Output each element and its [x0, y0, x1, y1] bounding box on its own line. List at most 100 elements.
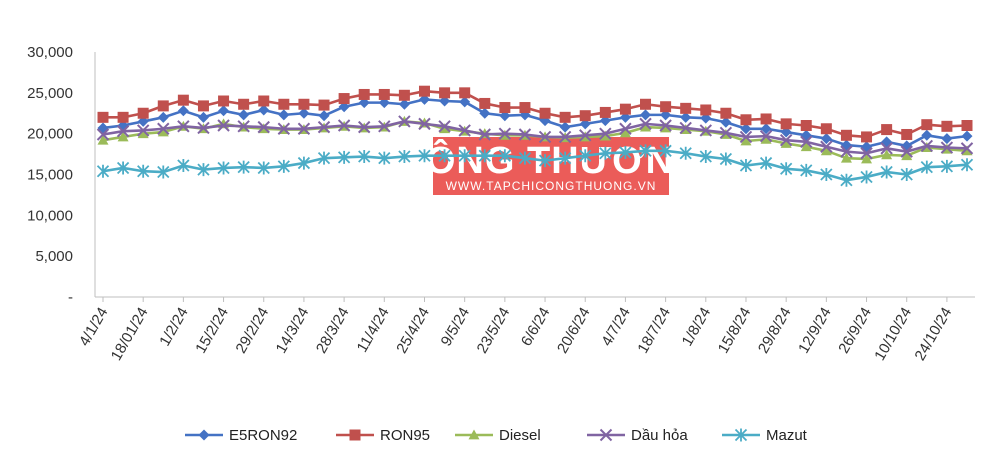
data-point: [780, 118, 792, 130]
data-point: [558, 130, 572, 144]
data-point: [699, 150, 712, 164]
series-asterisk: [96, 144, 974, 187]
x-tick-label: 24/10/24: [911, 305, 955, 364]
data-point: [579, 129, 592, 142]
data-point: [398, 98, 410, 110]
data-point: [136, 124, 150, 137]
data-point: [920, 139, 934, 153]
data-point: [640, 121, 652, 132]
data-point: [458, 149, 471, 163]
data-point: [197, 111, 209, 123]
data-point: [117, 131, 129, 142]
data-point: [499, 102, 511, 114]
data-point: [800, 120, 812, 131]
data-point: [960, 158, 974, 172]
data-point: [720, 107, 732, 119]
data-point: [840, 145, 853, 158]
watermark-background: [433, 137, 669, 195]
data-point: [458, 124, 471, 137]
data-point: [840, 129, 852, 141]
y-tick-label: -: [68, 289, 73, 306]
data-point: [459, 87, 471, 99]
data-point: [238, 98, 250, 110]
x-tick-label: 23/5/24: [474, 305, 514, 357]
data-point: [418, 149, 431, 163]
y-tick-label: 5,000: [35, 248, 73, 265]
data-point: [940, 141, 954, 154]
data-point: [398, 115, 411, 128]
data-point: [257, 161, 270, 175]
data-point: [740, 114, 752, 126]
data-point: [358, 150, 371, 164]
x-tick-label: 4/1/24: [76, 305, 112, 350]
data-point: [277, 159, 290, 173]
data-point: [599, 106, 611, 118]
x-tick-label: 15/2/24: [192, 305, 232, 357]
data-point: [318, 99, 330, 111]
data-point: [759, 129, 773, 143]
data-point: [820, 145, 832, 156]
data-point: [719, 126, 733, 140]
data-point: [137, 128, 149, 139]
data-point: [518, 128, 532, 141]
data-point: [659, 119, 672, 132]
data-point: [720, 116, 732, 128]
data-point: [700, 104, 712, 116]
y-tick-label: 20,000: [27, 126, 73, 143]
legend-label: Mazut: [766, 427, 808, 444]
data-point: [739, 159, 753, 173]
data-point: [619, 145, 632, 159]
data-point: [680, 111, 692, 123]
data-point: [659, 144, 672, 158]
legend-label: E5RON92: [229, 427, 297, 444]
y-tick-label: 15,000: [27, 167, 73, 184]
data-point: [439, 87, 451, 99]
x-tick-label: 9/5/24: [438, 305, 474, 350]
data-point: [619, 122, 632, 135]
data-point: [157, 100, 169, 112]
x-tick-label: 14/3/24: [273, 305, 313, 357]
data-point: [760, 123, 772, 135]
data-point: [538, 154, 552, 168]
data-point: [639, 144, 652, 158]
data-point: [518, 151, 532, 165]
data-point: [940, 159, 954, 173]
data-point: [358, 120, 371, 134]
axes: [94, 52, 975, 298]
data-point: [840, 152, 852, 163]
data-point: [920, 160, 933, 174]
data-point: [96, 128, 110, 141]
data-point: [820, 140, 833, 153]
data-point: [117, 111, 129, 123]
x-tick-label: 29/8/24: [755, 305, 795, 357]
data-point: [418, 117, 431, 131]
data-point: [298, 98, 310, 110]
legend-item: Diesel: [455, 427, 541, 444]
data-point: [860, 170, 873, 184]
data-point: [759, 156, 773, 170]
data-point: [318, 110, 330, 122]
data-point: [277, 122, 291, 135]
data-point: [237, 120, 250, 133]
data-point: [779, 133, 793, 147]
data-point: [579, 149, 592, 163]
x-tick-label: 28/3/24: [313, 305, 353, 357]
data-point: [579, 110, 591, 122]
legend-label: Dầu hỏa: [631, 427, 688, 444]
data-point: [197, 121, 210, 135]
series-square: [97, 85, 973, 143]
x-tick-label: 11/4/24: [354, 305, 393, 356]
data-point: [398, 89, 410, 101]
x-tick-label: 12/9/24: [795, 305, 835, 357]
x-tick-label: 18/01/24: [108, 305, 152, 364]
data-point: [498, 127, 512, 140]
series-group: [96, 85, 974, 187]
data-point: [559, 151, 572, 165]
legend-marker: [734, 428, 748, 442]
data-point: [478, 128, 491, 141]
data-point: [297, 156, 311, 170]
data-point: [438, 149, 451, 163]
data-point: [599, 146, 612, 160]
data-point: [439, 123, 451, 134]
